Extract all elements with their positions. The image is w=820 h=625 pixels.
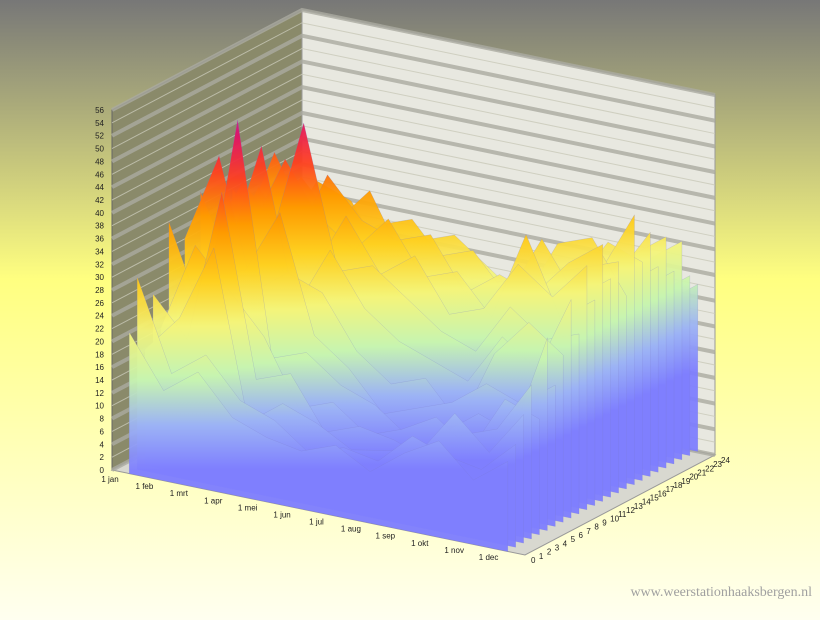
- depth-tick-label: 7: [586, 527, 591, 536]
- grid-line: [111, 33, 716, 138]
- x-tick-label: 1 jun: [273, 510, 290, 519]
- depth-tick-label: 24: [721, 456, 730, 465]
- grid-line: [111, 48, 716, 150]
- y-tick-label: 50: [95, 145, 104, 154]
- grid-line: [111, 99, 716, 201]
- depth-tick-label: 18: [674, 481, 683, 490]
- depth-tick-label: 22: [705, 464, 714, 473]
- depth-tick-label: 11: [618, 510, 627, 519]
- grid-line: [111, 7, 716, 112]
- y-tick-label: 12: [95, 389, 104, 398]
- depth-tick-label: 15: [650, 494, 659, 503]
- x-tick-label: 1 dec: [479, 553, 499, 562]
- grid-line: [111, 22, 716, 124]
- surface-row: [128, 331, 509, 552]
- grid-line: [111, 59, 716, 164]
- x-tick-label: 1 aug: [341, 525, 361, 534]
- x-tick-label: 1 nov: [444, 546, 464, 555]
- watermark: www.weerstationhaaksbergen.nl: [630, 585, 812, 600]
- y-tick-label: 30: [95, 273, 104, 282]
- depth-tick-label: 17: [666, 485, 675, 494]
- x-tick-label: 1 apr: [204, 496, 223, 505]
- grid-line: [111, 73, 716, 175]
- depth-tick-label: 2: [547, 548, 552, 557]
- y-tick-label: 32: [95, 260, 104, 269]
- grid-line: [111, 85, 716, 189]
- x-tick-label: 1 jan: [101, 475, 118, 484]
- y-tick-label: 2: [100, 453, 105, 462]
- depth-tick-label: 3: [555, 544, 560, 553]
- y-tick-label: 42: [95, 196, 104, 205]
- grid-line: [111, 110, 716, 215]
- x-tick-label: 1 sep: [376, 532, 396, 541]
- depth-tick-label: 14: [642, 498, 651, 507]
- depth-tick-label: 19: [681, 477, 690, 486]
- y-tick-label: 44: [95, 183, 104, 192]
- depth-tick-label: 1: [539, 552, 544, 561]
- depth-tick-label: 23: [713, 460, 722, 469]
- y-tick-label: 38: [95, 222, 104, 231]
- x-tick-label: 1 jul: [309, 518, 324, 527]
- y-tick-label: 48: [95, 157, 104, 166]
- y-tick-label: 0: [100, 466, 105, 475]
- y-tick-label: 14: [95, 376, 104, 385]
- y-tick-label: 24: [95, 312, 104, 321]
- grid-line: [111, 125, 716, 227]
- depth-tick-label: 10: [610, 514, 619, 523]
- y-tick-label: 52: [95, 132, 104, 141]
- depth-tick-label: 8: [594, 523, 599, 532]
- x-tick-label: 1 mei: [238, 503, 258, 512]
- y-tick-label: 18: [95, 350, 104, 359]
- depth-tick-label: 6: [579, 531, 584, 540]
- y-tick-label: 26: [95, 299, 104, 308]
- depth-tick-label: 4: [563, 539, 568, 548]
- y-tick-label: 40: [95, 209, 104, 218]
- y-tick-label: 28: [95, 286, 104, 295]
- y-tick-label: 10: [95, 402, 104, 411]
- y-tick-label: 54: [95, 119, 104, 128]
- depth-tick-label: 12: [626, 506, 635, 515]
- depth-tick-label: 0: [531, 556, 536, 565]
- depth-tick-label: 16: [658, 489, 667, 498]
- depth-tick-label: 9: [602, 519, 607, 528]
- depth-tick-label: 21: [697, 469, 706, 478]
- x-tick-label: 1 mrt: [170, 489, 189, 498]
- depth-tick-label: 13: [634, 502, 643, 511]
- y-tick-label: 36: [95, 235, 104, 244]
- y-tick-label: 20: [95, 337, 104, 346]
- y-tick-label: 56: [95, 106, 104, 115]
- y-tick-label: 22: [95, 325, 104, 334]
- depth-tick-label: 5: [571, 535, 576, 544]
- y-tick-label: 46: [95, 170, 104, 179]
- y-tick-label: 6: [100, 427, 105, 436]
- x-tick-label: 1 okt: [411, 539, 429, 548]
- depth-tick-label: 20: [689, 473, 698, 482]
- y-tick-label: 34: [95, 247, 104, 256]
- x-tick-label: 1 feb: [136, 482, 154, 491]
- y-tick-label: 8: [100, 415, 105, 424]
- y-tick-label: 16: [95, 363, 104, 372]
- y-tick-label: 4: [100, 440, 105, 449]
